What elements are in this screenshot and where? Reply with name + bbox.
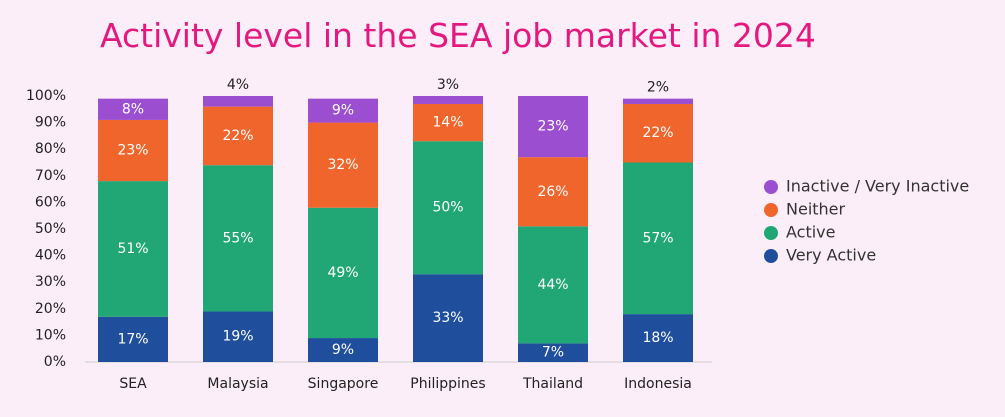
value-label: 32%: [327, 157, 358, 173]
value-label: 14%: [432, 115, 463, 131]
value-label: 49%: [327, 265, 358, 281]
chart-title: Activity level in the SEA job market in …: [100, 16, 816, 55]
x-tick-label: Indonesia: [624, 376, 692, 392]
bar-segment: [413, 274, 483, 362]
bar-segment: [623, 162, 693, 315]
legend-marker: [764, 203, 778, 217]
value-label: 23%: [117, 143, 148, 159]
bar-segment: [203, 96, 273, 107]
x-tick-label: Thailand: [522, 376, 583, 392]
bar-segment: [518, 343, 588, 362]
y-tick-label: 30%: [35, 274, 66, 290]
value-label: 9%: [332, 342, 354, 358]
bar-segment: [203, 106, 273, 166]
bar-segment: [98, 316, 168, 362]
y-tick-label: 70%: [35, 168, 66, 184]
bar-segment: [308, 207, 378, 339]
bar-segment: [308, 338, 378, 362]
bar-segment: [308, 98, 378, 123]
value-label: 51%: [117, 241, 148, 257]
value-label: 23%: [537, 119, 568, 135]
value-label: 22%: [222, 128, 253, 144]
bar-segment: [98, 98, 168, 120]
bar-segment: [413, 103, 483, 142]
legend-marker: [764, 226, 778, 240]
legend-label: Very Active: [786, 246, 876, 265]
value-label: 4%: [227, 77, 249, 93]
legend-marker: [764, 249, 778, 263]
bar-segment: [518, 157, 588, 227]
bar-segment: [413, 141, 483, 275]
bar-segment: [413, 96, 483, 104]
bar-segment: [98, 181, 168, 317]
bar-segment: [518, 226, 588, 344]
x-tick-label: Singapore: [308, 376, 379, 392]
x-tick-label: SEA: [119, 376, 147, 392]
value-label: 57%: [642, 230, 673, 246]
legend-label: Neither: [786, 200, 846, 219]
bar-segment: [623, 98, 693, 104]
value-label: 18%: [642, 330, 673, 346]
bar-segment: [98, 119, 168, 182]
value-label: 55%: [222, 230, 253, 246]
bar-segment: [623, 314, 693, 362]
y-tick-label: 0%: [44, 354, 66, 370]
value-label: 3%: [437, 77, 459, 93]
value-label: 7%: [542, 345, 564, 361]
y-tick-label: 90%: [35, 115, 66, 131]
bar-segment: [203, 311, 273, 362]
value-label: 2%: [647, 80, 669, 96]
y-tick-label: 80%: [35, 141, 66, 157]
legend-marker: [764, 180, 778, 194]
y-tick-label: 60%: [35, 194, 66, 210]
value-label: 33%: [432, 310, 463, 326]
y-tick-label: 40%: [35, 248, 66, 264]
value-label: 50%: [432, 200, 463, 216]
value-label: 44%: [537, 277, 568, 293]
bar-segment: [308, 122, 378, 208]
bar-segment: [623, 103, 693, 163]
bar-segment: [203, 165, 273, 312]
legend-label: Active: [786, 223, 836, 242]
y-tick-label: 100%: [26, 88, 66, 104]
value-label: 22%: [642, 125, 673, 141]
y-tick-label: 10%: [35, 327, 66, 343]
y-tick-label: 20%: [35, 301, 66, 317]
x-tick-label: Philippines: [410, 376, 485, 392]
y-tick-label: 50%: [35, 221, 66, 237]
value-label: 26%: [537, 184, 568, 200]
value-label: 8%: [122, 101, 144, 117]
value-label: 9%: [332, 103, 354, 119]
legend-label: Inactive / Very Inactive: [786, 177, 969, 196]
value-label: 17%: [117, 331, 148, 347]
value-label: 19%: [222, 329, 253, 345]
x-tick-label: Malaysia: [207, 376, 268, 392]
bar-segment: [518, 96, 588, 158]
